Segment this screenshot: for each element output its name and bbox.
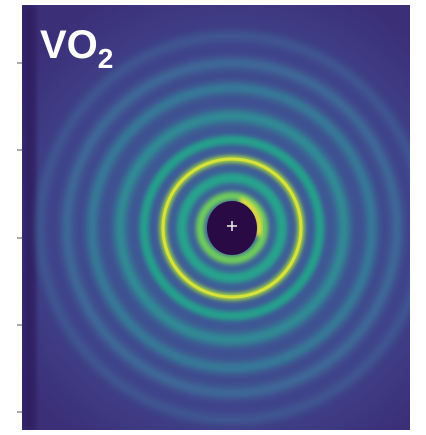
- left-ticks: [17, 63, 22, 412]
- page: VO2 (() => { const data = JSON.parse(doc…: [0, 0, 426, 435]
- dark-edge: [22, 5, 36, 430]
- label-subscript: 2: [98, 43, 114, 74]
- label-text: VO: [40, 23, 98, 67]
- image-area: [22, 5, 424, 430]
- diffraction-image: VO2: [0, 0, 426, 435]
